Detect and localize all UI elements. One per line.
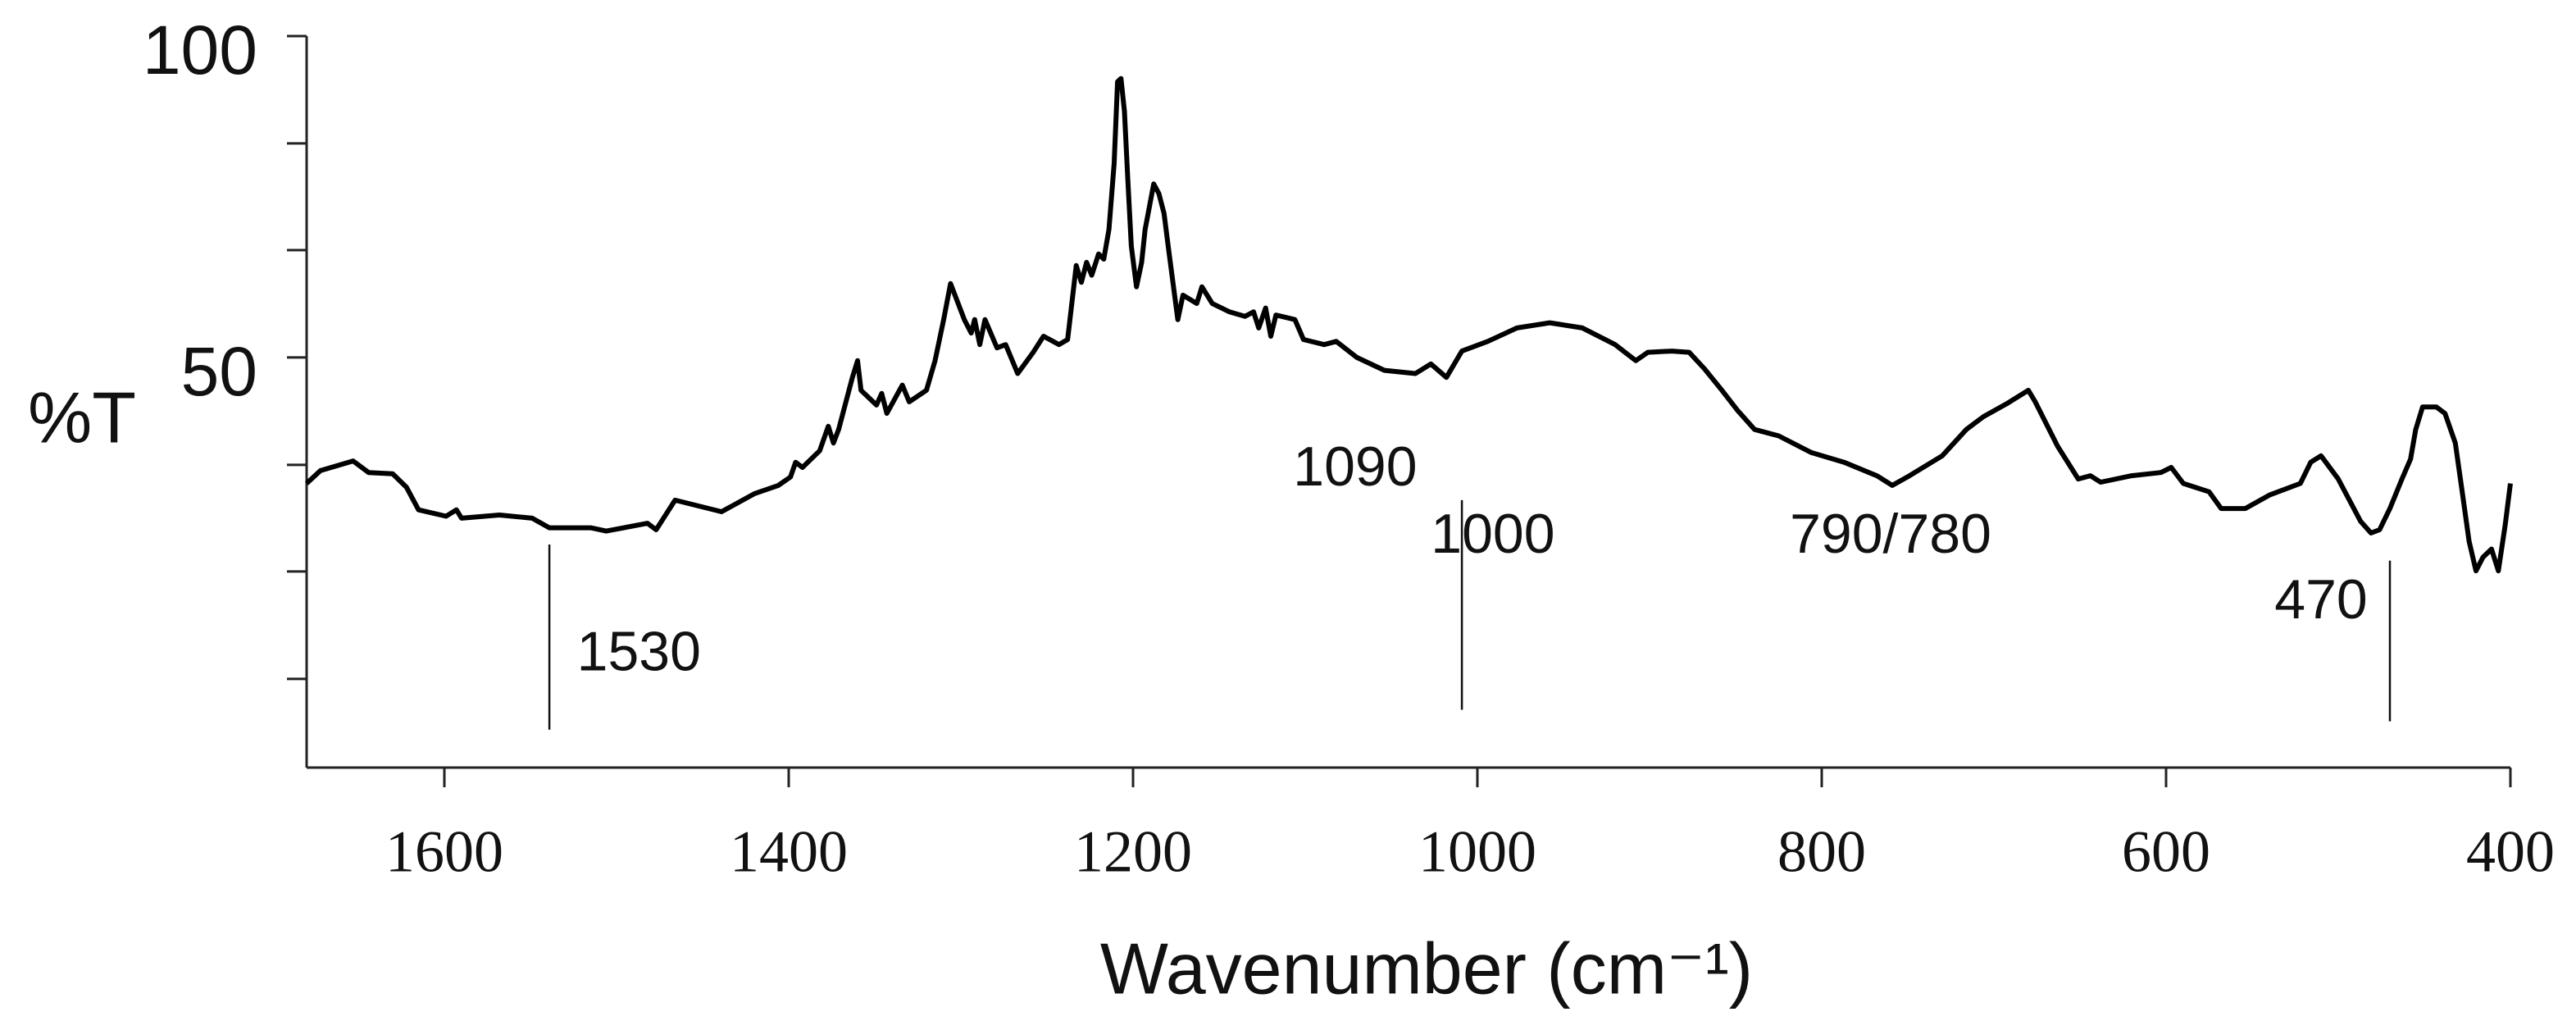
spectrum-line	[304, 75, 2513, 574]
annotation: 470	[2274, 568, 2367, 631]
x-axis-label: Wavenumber (cm⁻¹)	[1100, 927, 1753, 1009]
x-tick-label: 1600	[385, 819, 503, 885]
x-tick-label: 600	[2122, 819, 2210, 885]
y-tick-label: 100	[143, 11, 257, 89]
x-tick-label: 1400	[730, 819, 848, 885]
y-tick-label: 50	[181, 333, 257, 410]
x-tick-label: 800	[1777, 819, 1866, 885]
x-tick-label: 1200	[1074, 819, 1192, 885]
x-tick-label: 400	[2466, 819, 2555, 885]
x-tick-label: 1000	[1418, 819, 1536, 885]
annotation: 1000	[1431, 503, 1554, 565]
annotation: 1530	[577, 621, 701, 683]
annotation: 1090	[1293, 435, 1417, 498]
annotation: 790/780	[1790, 503, 1991, 565]
y-axis-label: %T	[28, 376, 136, 458]
